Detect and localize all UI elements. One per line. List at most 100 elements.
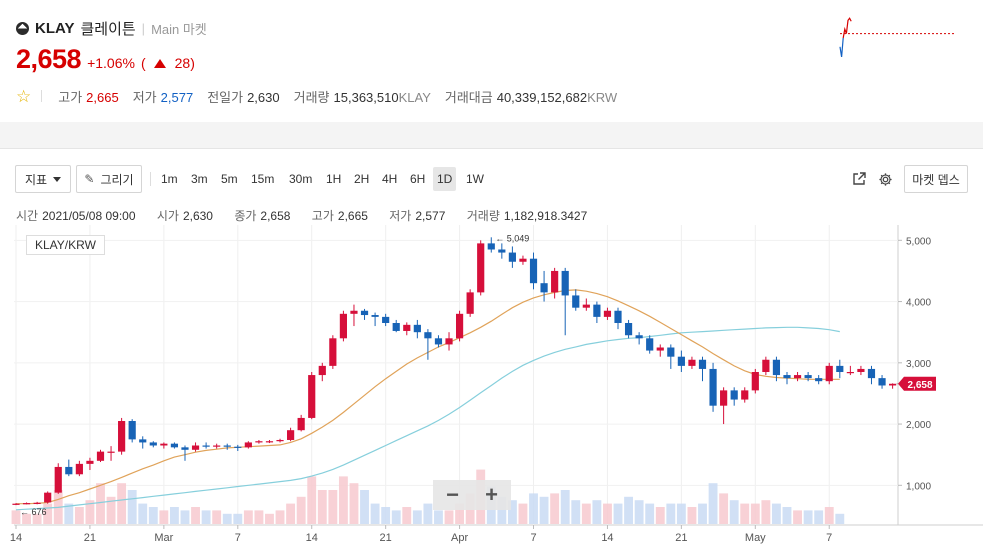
- candle-body: [22, 503, 31, 505]
- chart-panel: 지표 ✎ 그리기 1m 3m 5m 15m 30m 1H 2H 4H 6H 1D…: [0, 148, 983, 545]
- candlestick-chart[interactable]: 14 21 Mar 7 14 21 Apr 7 14 21 May 7 1,000 2,000 3,000 4…: [0, 219, 983, 545]
- volume-bar: [338, 476, 348, 524]
- candle-body: [667, 347, 675, 357]
- interval-6h[interactable]: 6H: [410, 172, 426, 186]
- candle-body: [582, 304, 590, 308]
- candle-body: [287, 430, 295, 440]
- stat-value: 2,577: [160, 89, 194, 105]
- ohlc-value: 2021/05/08 09:00: [42, 209, 136, 223]
- gear-icon[interactable]: [875, 169, 895, 189]
- ohlc-value: 2,577: [415, 209, 446, 223]
- coin-symbol: KLAY: [35, 19, 75, 37]
- klay-coin-icon: [16, 21, 29, 35]
- interval-3m[interactable]: 3m: [191, 172, 208, 186]
- x-tick-label: May: [745, 532, 766, 544]
- candle-body: [86, 460, 94, 464]
- market-depth-button[interactable]: 마켓 뎁스: [904, 165, 968, 193]
- candle-body: [434, 338, 443, 345]
- candle-body: [751, 372, 759, 391]
- volume-bar: [698, 503, 707, 524]
- x-tick-label: Mar: [154, 532, 173, 544]
- volume-bar: [127, 490, 137, 524]
- interval-2h[interactable]: 2H: [354, 172, 370, 186]
- interval-5m[interactable]: 5m: [221, 172, 238, 186]
- stat-label: 고가: [58, 89, 83, 105]
- volume-bar: [803, 510, 813, 524]
- volume-bar: [106, 496, 116, 524]
- draw-button[interactable]: ✎ 그리기: [76, 165, 142, 193]
- indicator-dropdown[interactable]: 지표: [15, 165, 71, 193]
- volume-bar: [624, 496, 634, 524]
- volume-bar: [740, 503, 750, 524]
- external-link-icon[interactable]: [849, 169, 869, 189]
- stat-label: 저가: [132, 89, 157, 105]
- volume-bar: [391, 510, 401, 524]
- candle-body: [551, 270, 559, 293]
- interval-4h[interactable]: 4H: [382, 172, 398, 186]
- x-tick-label: Apr: [451, 532, 468, 544]
- stats-row: ☆ 고가 2,665 저가 2,577 전일가 2,630 거래량 15,363,510…: [16, 87, 631, 105]
- volume-bar: [687, 507, 697, 524]
- candle-body: [223, 445, 231, 447]
- ohlc-label: 종가: [234, 209, 257, 223]
- candle-body: [519, 258, 527, 262]
- ohlc-label: 거래량: [466, 209, 500, 223]
- interval-15m[interactable]: 15m: [251, 172, 275, 186]
- volume-bar: [507, 500, 517, 524]
- toolbar-divider: [150, 172, 151, 186]
- volume-bar: [592, 500, 602, 524]
- candle-body: [709, 368, 717, 406]
- ohlc-label: 고가: [311, 209, 334, 223]
- candle-body: [371, 315, 379, 317]
- volume-bar: [286, 503, 296, 524]
- candle-body: [12, 503, 20, 505]
- candle-body: [477, 243, 485, 293]
- volume-bar: [560, 490, 570, 524]
- star-icon[interactable]: ☆: [16, 86, 32, 106]
- candle-body: [836, 365, 844, 372]
- candle-body: [170, 443, 179, 448]
- change-amount: 28): [174, 55, 195, 71]
- candle-body: [846, 372, 854, 374]
- volume-bar: [402, 507, 412, 524]
- candle-body: [561, 270, 569, 296]
- intraday-line: [839, 37, 844, 58]
- coin-title: KLAY 클레이튼 | Main 마켓: [16, 18, 207, 38]
- x-tick-label: 7: [235, 532, 241, 544]
- price-row: 2,658 +1.06% (28): [16, 44, 195, 75]
- stat-volume: 거래량 15,363,510KLAY: [294, 87, 431, 106]
- title-separator: |: [141, 20, 146, 36]
- candle-body: [308, 375, 316, 418]
- indicator-label: 지표: [24, 172, 48, 187]
- zoom-out-button[interactable]: −: [446, 482, 459, 507]
- volume-bar: [64, 503, 74, 524]
- candle-body: [540, 283, 548, 293]
- market-header: KLAY 클레이튼 | Main 마켓 2,658 +1.06% (28) ☆ …: [0, 0, 983, 122]
- volume-bar: [529, 493, 538, 524]
- candle-body: [255, 441, 263, 443]
- volume-bar: [265, 513, 274, 524]
- candle-body: [392, 323, 400, 331]
- interval-30m[interactable]: 30m: [289, 172, 313, 186]
- candle-body: [234, 446, 242, 448]
- ma-long-line: [15, 326, 840, 511]
- zoom-in-button[interactable]: +: [485, 482, 498, 507]
- candle-body: [139, 439, 147, 443]
- volume-bar: [518, 503, 528, 524]
- candle-body: [772, 359, 781, 376]
- volume-bar: [349, 483, 359, 524]
- volume-bar: [275, 510, 285, 524]
- stat-value: 15,363,510: [333, 89, 399, 105]
- candle-body: [466, 292, 474, 314]
- volume-bar: [222, 513, 232, 524]
- candle-body: [741, 390, 749, 400]
- candle-body: [276, 439, 284, 442]
- interval-1h[interactable]: 1H: [326, 172, 342, 186]
- volume-bar: [824, 507, 834, 524]
- candle-body: [413, 324, 421, 333]
- interval-1d[interactable]: 1D: [433, 167, 457, 191]
- candle-body: [75, 463, 83, 475]
- interval-1w[interactable]: 1W: [466, 172, 484, 186]
- interval-1m[interactable]: 1m: [161, 172, 178, 186]
- change-open-paren: (: [140, 55, 146, 71]
